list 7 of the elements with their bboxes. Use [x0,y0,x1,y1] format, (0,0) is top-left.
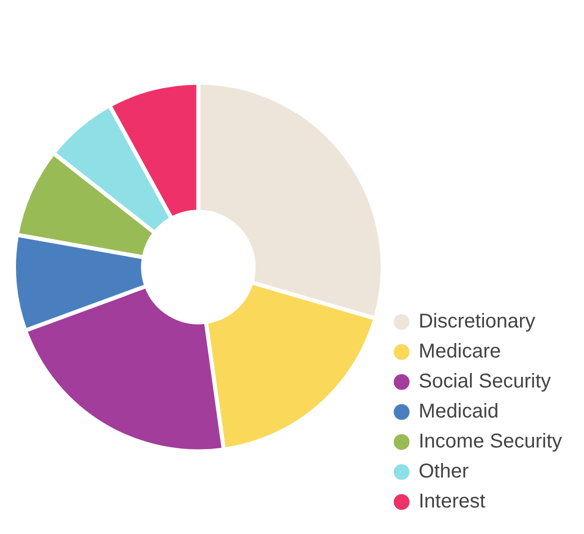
legend-label: Other [418,460,469,483]
legend-label: Interest [418,490,486,513]
legend-label: Social Security [418,370,551,393]
legend-label: Income Security [418,430,562,453]
legend-label: Discretionary [418,310,536,333]
legend-label: Medicaid [418,400,499,423]
legend-label: Medicare [418,340,501,363]
